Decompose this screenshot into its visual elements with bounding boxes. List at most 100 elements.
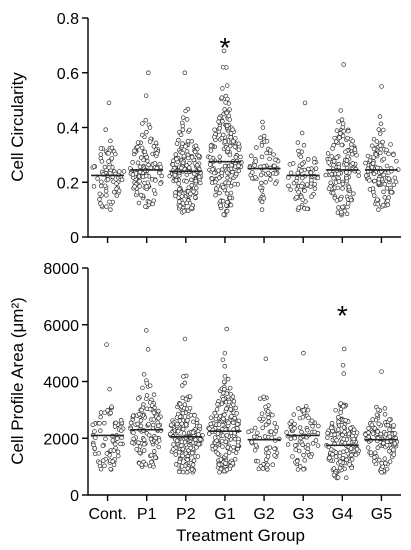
data-point [104,342,109,347]
series-p1 [128,328,164,469]
data-point [386,151,391,157]
data-point [299,161,305,167]
data-point [295,170,301,176]
data-point [224,467,230,472]
data-point [137,179,142,184]
data-point [344,211,350,217]
data-point [185,418,190,423]
data-point [297,425,303,430]
data-point [369,165,375,170]
data-point [263,180,268,185]
data-point [349,465,354,471]
data-point [302,458,307,463]
data-point [225,445,231,450]
data-point [381,127,386,133]
data-point [180,127,186,133]
data-point [222,350,228,356]
data-point [141,437,147,442]
data-point [350,161,356,166]
data-point [151,144,157,149]
x-tick-label-g3: G3 [293,506,314,523]
data-point [376,457,382,463]
y-tick-label: 0.8 [57,11,79,28]
data-point [291,180,297,186]
data-point [385,198,390,204]
data-point [273,157,278,163]
data-point [227,117,233,122]
data-point [140,385,145,391]
data-point [153,140,159,146]
data-point [103,127,108,132]
data-point [339,117,345,122]
data-point [331,158,337,164]
data-point [118,441,123,447]
data-point [97,191,103,197]
data-point [227,385,233,391]
data-point [109,156,115,161]
data-point [341,425,347,430]
data-point [381,156,387,162]
data-point [90,422,96,428]
data-point [139,155,144,160]
data-point [222,364,227,369]
data-point [342,429,347,435]
data-point [108,207,113,212]
data-point [115,436,120,441]
data-point [336,119,341,124]
data-point [344,457,349,463]
data-point [363,173,369,178]
data-point [214,407,220,412]
data-point [222,386,227,392]
data-point [330,190,336,196]
data-point [220,119,225,124]
data-point [252,447,258,453]
data-point [333,454,339,459]
data-point [252,163,257,168]
data-point [108,410,113,416]
data-point [255,430,260,436]
data-point [230,394,236,400]
data-point [262,434,268,439]
data-point [265,409,271,414]
data-point [288,170,294,176]
data-point [266,419,271,424]
data-point [196,432,201,437]
data-point [144,406,150,412]
y-tick-label: 0 [70,230,79,247]
data-point [234,411,239,416]
data-point [98,146,104,151]
y-tick-label: 6000 [43,318,79,335]
data-point [312,429,317,435]
data-point [265,454,271,459]
data-point [153,178,158,183]
data-point [345,154,350,159]
data-point [177,418,183,424]
data-point [340,181,346,187]
data-point [137,184,142,189]
data-point [231,139,236,144]
data-point [186,165,192,170]
data-point [376,127,382,132]
data-point [255,458,261,464]
data-point [193,195,198,200]
data-point [158,164,164,170]
y-tick-label: 8000 [43,261,79,278]
data-point [130,160,135,165]
data-point [173,193,178,199]
data-point [228,190,234,196]
data-point [227,399,232,405]
data-point [326,186,332,191]
data-point [331,472,337,478]
data-point [261,394,266,400]
data-point [260,425,265,430]
data-point [288,187,293,192]
data-point [335,475,341,480]
data-point [306,166,311,172]
data-point [189,183,194,188]
data-point [112,151,118,157]
data-point [156,423,161,428]
data-point [296,406,301,411]
data-point [110,459,115,464]
data-point [109,404,114,410]
data-point [174,438,180,444]
